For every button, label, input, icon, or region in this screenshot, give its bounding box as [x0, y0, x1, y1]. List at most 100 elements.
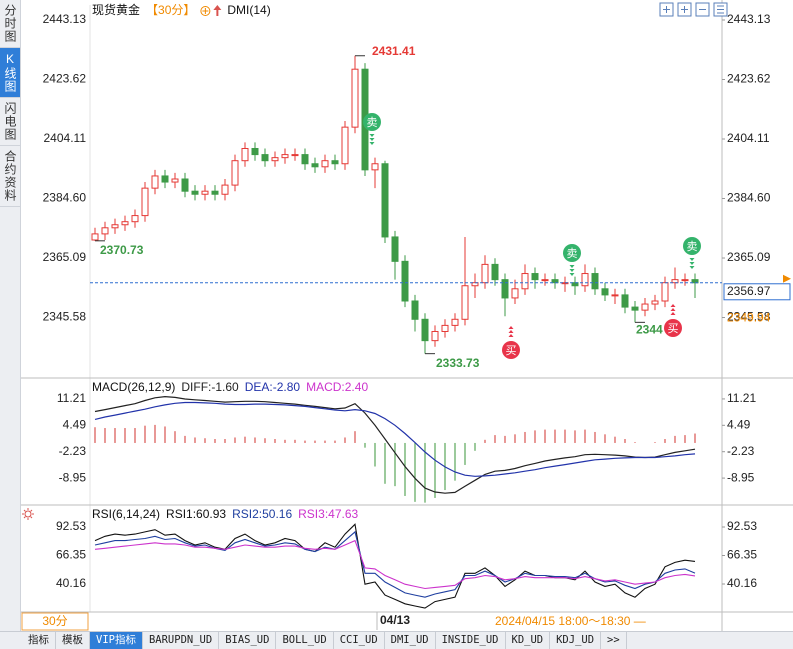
legend-entry: RSI1:60.93 — [166, 507, 226, 521]
candle-body — [351, 68, 359, 128]
signal-badge — [664, 319, 682, 337]
candle-body — [671, 279, 679, 284]
legend-entry: 现货黄金 — [92, 2, 140, 17]
y-tick-label-left: 2423.62 — [43, 72, 87, 86]
candle-body — [551, 279, 559, 284]
signal-label: 卖 — [367, 116, 378, 129]
indicator-tab[interactable]: KD_UD — [506, 632, 551, 649]
signal-arrow — [569, 269, 575, 272]
indicator-tab[interactable]: VIP指标 — [90, 632, 143, 649]
candle-body — [501, 279, 509, 299]
signal-badge — [563, 244, 581, 262]
candle-body — [121, 221, 129, 226]
bottom-tabs: 指标 模板 VIP指标 BARUPDN_UD BIAS_UD BOLL_UD CCI_UD D… — [0, 631, 793, 649]
y-tick-label-left: 2365.09 — [43, 250, 87, 264]
candle-body — [401, 260, 409, 302]
indicator-tab[interactable]: BOLL_UD — [276, 632, 334, 649]
y-tick-label-left: -2.23 — [59, 444, 87, 458]
signal-arrow — [508, 326, 514, 329]
rsi-icon[interactable] — [22, 508, 34, 520]
signal-arrow — [369, 134, 375, 137]
signal-arrow — [689, 266, 695, 269]
y-tick-label-left: 92.53 — [56, 519, 86, 533]
legend-entry: 【30分】 — [146, 3, 195, 17]
y-tick-label-right: 2443.13 — [727, 12, 771, 26]
period-button[interactable] — [21, 612, 89, 631]
signal-label: 卖 — [567, 247, 578, 260]
y-tick-label-right: 2404.11 — [727, 131, 770, 145]
chart: 30分 2024/04/15 18:00～18:30 — 2443.13 2443… — [20, 0, 793, 631]
candle-body — [421, 318, 429, 342]
indicator-tab[interactable]: 模板 — [56, 632, 90, 649]
indicator-tab[interactable]: >> — [601, 632, 627, 649]
candle-body — [281, 154, 289, 159]
indicator-tab[interactable]: BARUPDN_UD — [143, 632, 220, 649]
candle-body — [301, 154, 309, 165]
rsi-line — [94, 523, 696, 609]
signal-arrow — [670, 308, 676, 311]
y-tick-label-right: 2384.60 — [727, 191, 771, 205]
crosshair-time: 2024/04/15 18:00～18:30 — — [495, 614, 646, 628]
candle-body — [331, 160, 339, 165]
candle-body — [541, 279, 549, 282]
candle-body — [431, 330, 439, 342]
signal-buy: 买 — [664, 304, 682, 337]
signal-badge — [363, 113, 381, 131]
candle-body — [661, 282, 669, 302]
signal-arrow — [670, 304, 676, 307]
current-price-box — [723, 283, 791, 301]
y-tick-label-right: 2365.09 — [727, 250, 771, 264]
candle-body — [491, 263, 499, 281]
candle-body — [621, 294, 629, 308]
side-tab[interactable]: K线图 — [0, 48, 20, 98]
icon-glyphs — [663, 5, 724, 14]
legend-entry: MACD:2.40 — [306, 380, 368, 394]
candle-body — [441, 324, 449, 332]
y-tick-label-right: 2423.62 — [727, 72, 771, 86]
indicator-tab[interactable]: KDJ_UD — [550, 632, 602, 649]
reference-price-label: 2349.94 — [727, 310, 771, 324]
indicator-tab[interactable]: DMI_UD — [385, 632, 436, 649]
candle-body — [481, 263, 489, 284]
side-tab[interactable]: 分时图 — [0, 0, 20, 48]
side-tab[interactable]: 闪电图 — [0, 98, 20, 146]
y-tick-label-left: 2345.58 — [43, 310, 87, 324]
candle-body — [511, 288, 519, 299]
y-tick-label-left: 11.21 — [57, 391, 86, 405]
signal-arrow — [569, 265, 575, 268]
candle-body — [191, 190, 199, 195]
candle-body — [601, 288, 609, 296]
y-tick-label-right: 66.35 — [727, 548, 757, 562]
icon-circle — [24, 510, 32, 518]
indicator-tab[interactable]: INSIDE_UD — [436, 632, 506, 649]
legend-entry: MACD(26,12,9) — [92, 380, 175, 394]
candle-body — [91, 233, 99, 241]
candle-body — [101, 227, 109, 235]
candle-body — [251, 147, 259, 156]
signal-sell: 卖 — [563, 244, 581, 276]
candle-body — [201, 190, 209, 195]
y-tick-label-left: 40.16 — [56, 576, 86, 590]
extreme-label: 2431.41 — [372, 44, 416, 58]
candle-body — [141, 187, 149, 217]
y-tick-label-left: -8.95 — [59, 470, 87, 484]
period-button-label[interactable]: 30分 — [42, 614, 67, 628]
candle-body — [631, 306, 639, 311]
signal-badge — [683, 237, 701, 255]
y-tick-label-right: -2.23 — [727, 444, 755, 458]
header-icon — [202, 8, 209, 14]
indicator-tab[interactable]: 指标 — [22, 632, 56, 649]
signal-label: 买 — [506, 344, 517, 357]
toolbar-icons[interactable] — [659, 2, 728, 17]
rsi-line — [94, 539, 696, 590]
macd-line — [94, 395, 696, 494]
candle-body — [391, 236, 399, 262]
current-price-label: 2356.97 — [727, 284, 771, 298]
candle-body — [271, 157, 279, 162]
indicator-tab[interactable]: BIAS_UD — [219, 632, 277, 649]
indicator-tab[interactable]: CCI_UD — [334, 632, 385, 649]
signal-sell: 卖 — [683, 237, 701, 269]
rsi-line — [94, 530, 696, 598]
side-tab[interactable]: 合约资料 — [0, 146, 20, 207]
candle-body — [291, 154, 299, 157]
